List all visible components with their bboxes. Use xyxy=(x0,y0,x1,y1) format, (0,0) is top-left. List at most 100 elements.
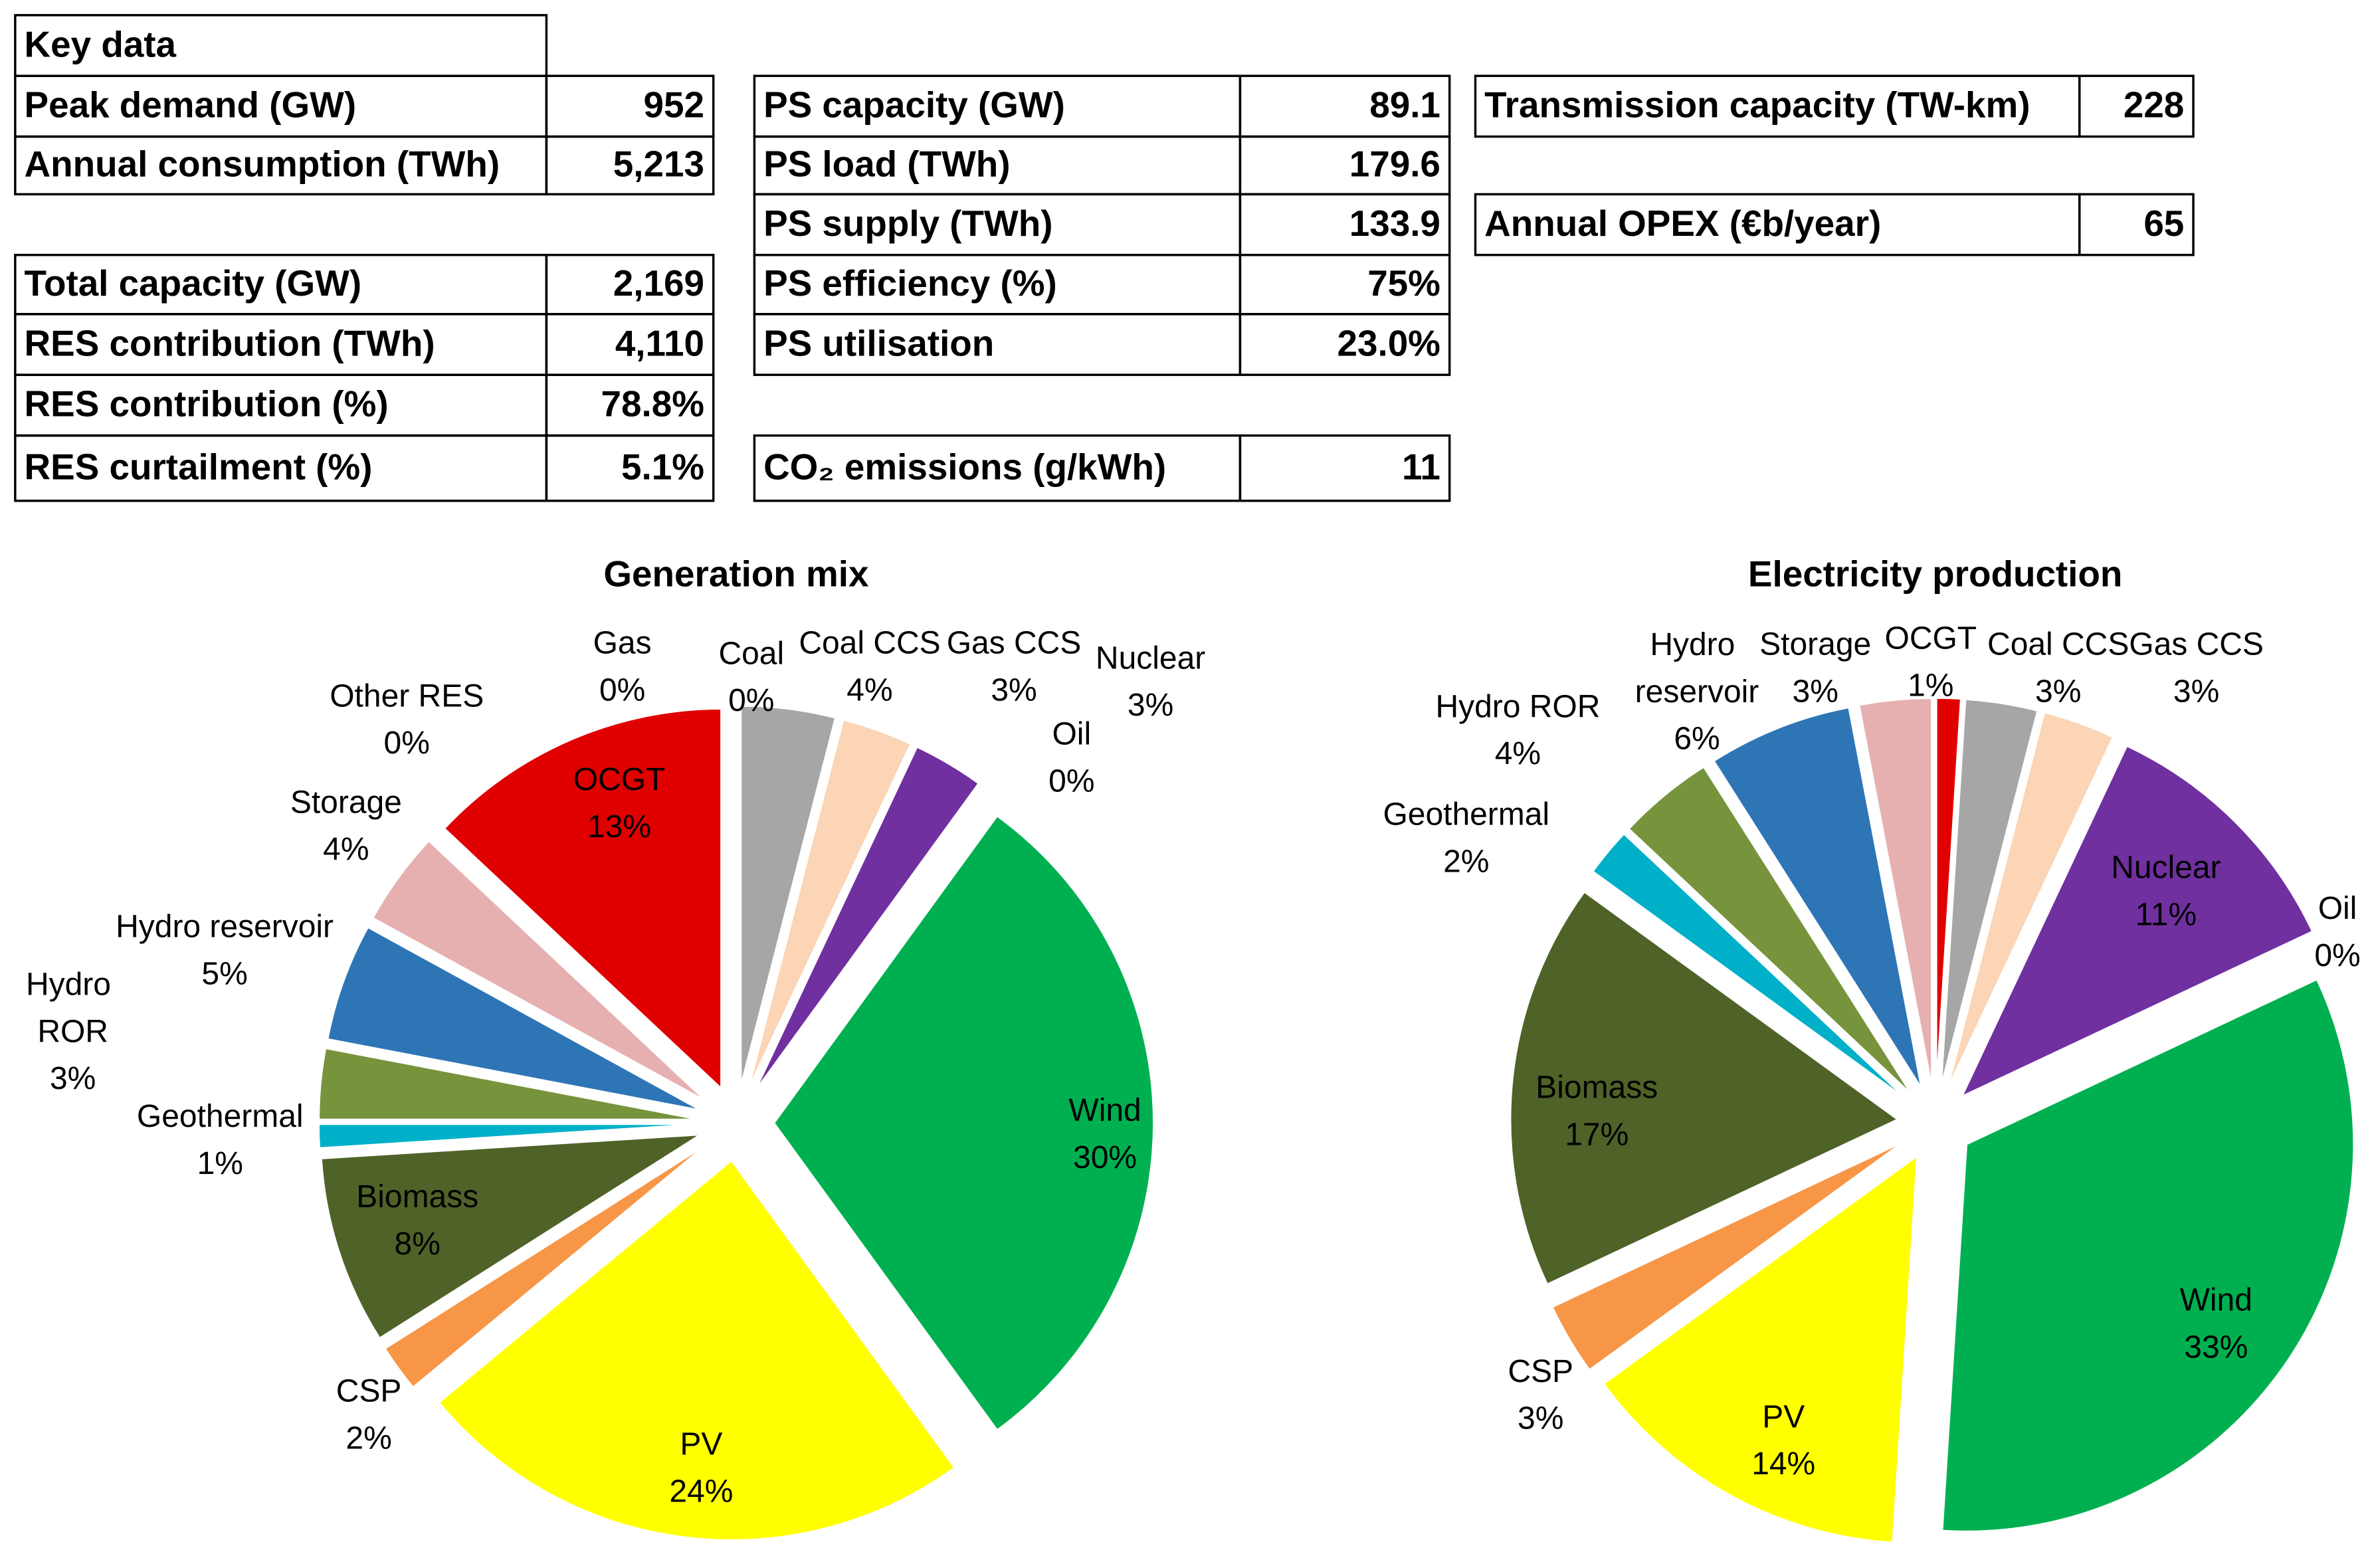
row-value: 2,169 xyxy=(613,262,704,304)
slice-value-label: 33% xyxy=(2184,1329,2248,1365)
slice-value-label: 0% xyxy=(599,672,645,708)
pie-slice xyxy=(431,836,710,1098)
row-label: Annual consumption (TWh) xyxy=(25,144,500,185)
row-value: 4,110 xyxy=(615,322,704,363)
slice-name: PV xyxy=(680,1426,722,1462)
pie-slice xyxy=(1935,697,1962,1086)
slice-name: Nuclear xyxy=(1096,640,1205,676)
value-cell xyxy=(545,135,715,196)
slice-value-label: 3% xyxy=(2173,674,2219,710)
row-value: 5,213 xyxy=(613,144,704,185)
pie-slice xyxy=(318,1123,698,1149)
row-value: 23.0% xyxy=(1338,322,1440,363)
chart-title: Generation mix xyxy=(603,553,869,594)
slice-value-label: 11% xyxy=(2135,897,2197,932)
pie-slice xyxy=(1947,712,2114,1088)
slice-value-label: 0% xyxy=(728,683,774,718)
row-label: RES curtailment (%) xyxy=(25,446,373,487)
row-value: 179.6 xyxy=(1349,144,1440,185)
slice-value-label: 0% xyxy=(2314,938,2360,973)
row-label: RES contribution (%) xyxy=(25,383,389,425)
slice-name: Coal xyxy=(718,636,784,671)
pie-slice xyxy=(318,1047,699,1121)
slice-value-label: 1% xyxy=(197,1146,243,1181)
value-cell xyxy=(1239,434,1451,502)
row-label: Transmission capacity (TW-km) xyxy=(1484,84,2030,126)
slice-name: Hydro ROR xyxy=(26,967,120,1049)
row-label: PS efficiency (%) xyxy=(763,262,1057,304)
pie-slice xyxy=(1969,941,2320,1108)
slice-name: Coal CCS xyxy=(799,625,940,660)
pie-slice xyxy=(1603,1154,1918,1543)
slice-value-label: 14% xyxy=(1751,1446,1815,1482)
slice-name: Gas CCS xyxy=(2129,627,2264,662)
slice-value-label: 30% xyxy=(1073,1140,1137,1175)
slice-value-label: 3% xyxy=(2035,674,2081,710)
slice-value-label: 4% xyxy=(323,832,369,867)
table-title: Key data xyxy=(25,23,177,64)
pie-slice xyxy=(1510,890,1900,1286)
pie-slice xyxy=(740,705,837,1086)
slice-name: Hydro reservoir xyxy=(1635,627,1759,710)
row-label: Annual OPEX (€b/year) xyxy=(1484,203,1881,244)
slice-value-label: 6% xyxy=(1674,721,1720,756)
row-value: 78.8% xyxy=(601,383,704,425)
slice-value-label: 1% xyxy=(1908,668,1953,703)
pie-slice xyxy=(1712,706,1922,1088)
pie-slice xyxy=(383,1144,706,1389)
value-cell xyxy=(1239,313,1451,376)
row-label: CO₂ emissions (g/kWh) xyxy=(763,446,1166,487)
slice-value-label: 13% xyxy=(587,809,651,844)
slice-name: Biomass xyxy=(356,1179,478,1214)
pie-slice xyxy=(1858,697,1933,1086)
slice-name: OCGT xyxy=(1885,621,1977,656)
slice-name: Storage xyxy=(290,785,402,820)
pie-slice xyxy=(326,926,701,1112)
slice-name: Gas xyxy=(593,625,652,660)
slice-name: Biomass xyxy=(1536,1070,1658,1106)
row-label: PS utilisation xyxy=(763,322,994,363)
slice-name: Hydro reservoir xyxy=(116,910,334,945)
slice-name: Oil xyxy=(2318,891,2357,926)
pie-slice xyxy=(754,745,980,1091)
slice-value-label: 0% xyxy=(384,726,430,761)
value-cell xyxy=(2078,74,2195,138)
pie-slice xyxy=(748,719,912,1088)
row-label: Total capacity (GW) xyxy=(25,262,362,304)
pie-slice xyxy=(1591,832,1907,1100)
value-cell xyxy=(545,434,715,502)
pie-slice xyxy=(438,1159,956,1541)
row-label: PS load (TWh) xyxy=(763,144,1010,185)
slice-value-label: 17% xyxy=(1565,1117,1629,1153)
row-label: PS supply (TWh) xyxy=(763,203,1052,244)
slice-value-label: 5% xyxy=(201,956,247,991)
slice-value-label: 3% xyxy=(50,1061,96,1096)
row-label: PS capacity (GW) xyxy=(763,84,1065,126)
slice-name: Geothermal xyxy=(1383,797,1549,832)
slice-name: Wind xyxy=(1068,1093,1141,1128)
slice-name: Hydro ROR xyxy=(1435,689,1600,724)
slice-name: Wind xyxy=(2180,1282,2252,1317)
row-value: 11 xyxy=(1402,446,1440,487)
slice-name: CSP xyxy=(336,1374,402,1409)
slice-value-label: 3% xyxy=(991,672,1037,708)
slice-name: Geothermal xyxy=(137,1099,304,1134)
pie-chart: Generation mix Gas 0% Coal 0% Coal CCS 4% Gas C… xyxy=(26,553,1205,1541)
slice-name: Gas CCS xyxy=(947,625,1082,660)
row-value: 952 xyxy=(644,84,704,126)
slice-value-label: 4% xyxy=(846,672,892,708)
row-label: Peak demand (GW) xyxy=(25,84,357,126)
slice-value-label: 2% xyxy=(1443,844,1489,879)
row-value: 89.1 xyxy=(1369,84,1440,126)
row-label: RES contribution (TWh) xyxy=(25,322,435,363)
pie-slice xyxy=(1551,1141,1904,1371)
row-value: 133.9 xyxy=(1349,203,1440,244)
value-cell xyxy=(2078,193,2195,256)
slice-name: Other RES xyxy=(330,678,484,714)
slice-value-label: 0% xyxy=(1048,763,1094,799)
slice-value-label: 2% xyxy=(346,1420,391,1456)
slice-name: OCGT xyxy=(573,762,666,797)
pie-slice xyxy=(371,840,706,1102)
